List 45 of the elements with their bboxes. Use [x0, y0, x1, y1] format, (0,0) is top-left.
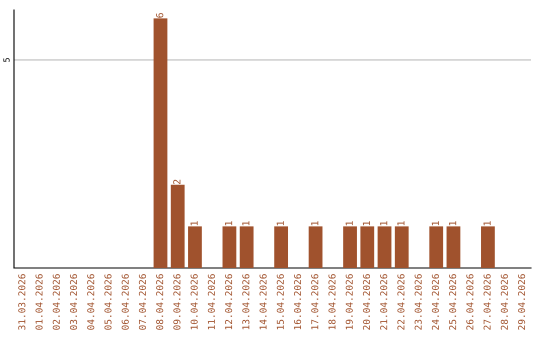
x-tick-label: 27.04.2026 — [484, 274, 491, 330]
x-tick-label: 16.04.2026 — [294, 274, 302, 330]
x-tick-label: 22.04.2026 — [397, 274, 405, 330]
x-tick-label: 28.04.2026 — [500, 274, 508, 330]
x-tick-label: 10.04.2026 — [190, 274, 198, 330]
data-label: 1 — [242, 221, 250, 226]
x-tick-label: 06.04.2026 — [122, 274, 129, 330]
x-tick-label: 21.04.2026 — [380, 274, 388, 330]
x-tick-label: 01.04.2026 — [35, 274, 43, 330]
x-tick-label: 05.04.2026 — [104, 274, 112, 330]
data-label: 1 — [449, 221, 456, 226]
x-tick-label: 12.04.2026 — [225, 274, 232, 330]
x-tick-label: 03.04.2026 — [70, 274, 78, 330]
data-label: 1 — [484, 221, 491, 226]
x-tick-label: 13.04.2026 — [242, 274, 250, 330]
x-tick-label: 15.04.2026 — [276, 274, 284, 330]
data-label: 1 — [432, 221, 439, 226]
x-tick-label: 09.04.2026 — [173, 274, 180, 330]
x-tick-label: 19.04.2026 — [346, 274, 353, 330]
x-tick-label: 23.04.2026 — [414, 274, 422, 330]
data-label: 2 — [173, 180, 180, 184]
data-label: 1 — [362, 221, 370, 226]
data-label: 1 — [311, 221, 318, 226]
data-label: 1 — [346, 221, 353, 226]
x-tick-label: 08.04.2026 — [156, 274, 164, 330]
x-tick-label: 31.03.2026 — [18, 274, 26, 330]
x-tick-label: 07.04.2026 — [138, 274, 146, 330]
x-tick-label: 04.04.2026 — [87, 274, 94, 330]
data-label: 1 — [380, 221, 388, 226]
x-tick-label: 26.04.2026 — [466, 274, 474, 330]
x-tick-label: 14.04.2026 — [260, 274, 267, 330]
data-label: 1 — [276, 221, 284, 226]
x-tick-label: 20.04.2026 — [362, 274, 370, 330]
x-tick-label: 25.04.2026 — [449, 274, 456, 330]
data-label: 1 — [397, 221, 404, 226]
x-tick-label: 18.04.2026 — [328, 274, 336, 330]
data-label: 6 — [156, 13, 164, 18]
x-tick-label: 02.04.2026 — [52, 274, 60, 330]
x-tick-label: 11.04.2026 — [208, 274, 215, 330]
x-tick-label: 29.04.2026 — [518, 274, 526, 330]
data-label: 1 — [225, 221, 232, 226]
x-tick-label: 17.04.2026 — [311, 274, 318, 330]
x-tick-label: 24.04.2026 — [432, 274, 439, 330]
data-label: 1 — [190, 221, 198, 226]
y-tick-label: 5 — [3, 58, 10, 62]
